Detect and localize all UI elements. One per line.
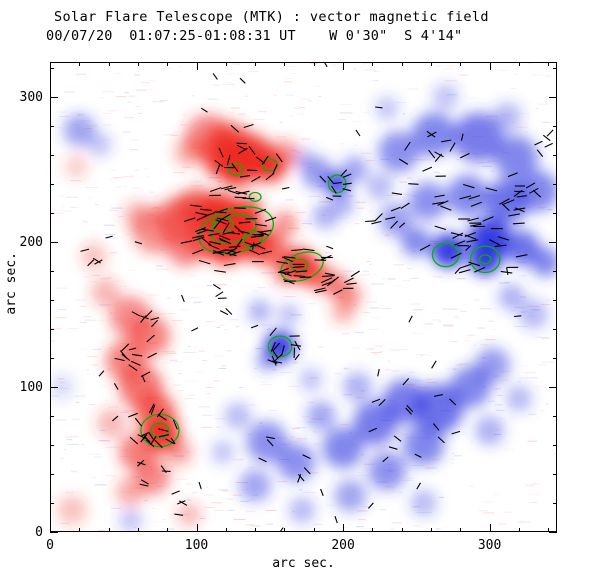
figure-title: Solar Flare Telescope (MTK) : vector mag… xyxy=(54,9,489,25)
y-tick-label: 100 xyxy=(20,380,43,395)
y-tick-label: 0 xyxy=(35,525,43,540)
x-tick-label: 200 xyxy=(331,538,354,553)
tick-labels: 0 100 200 300 0 100 200 300 xyxy=(20,90,502,553)
x-tick-label: 300 xyxy=(478,538,501,553)
magnetogram-blobs xyxy=(50,83,557,532)
x-tick-label: 0 xyxy=(46,538,54,553)
x-tick-label: 100 xyxy=(185,538,208,553)
y-tick-label: 300 xyxy=(20,90,43,105)
plot-frame xyxy=(50,62,557,533)
y-tick-label: 200 xyxy=(20,235,43,250)
y-axis-label: arc sec. xyxy=(4,252,19,315)
figure-subtitle: 00/07/20 01:07:25-01:08:31 UT W 0'30" S … xyxy=(46,28,463,44)
field-vectors xyxy=(80,62,554,532)
x-axis-label: arc sec. xyxy=(272,556,335,571)
plot-content xyxy=(50,62,557,532)
